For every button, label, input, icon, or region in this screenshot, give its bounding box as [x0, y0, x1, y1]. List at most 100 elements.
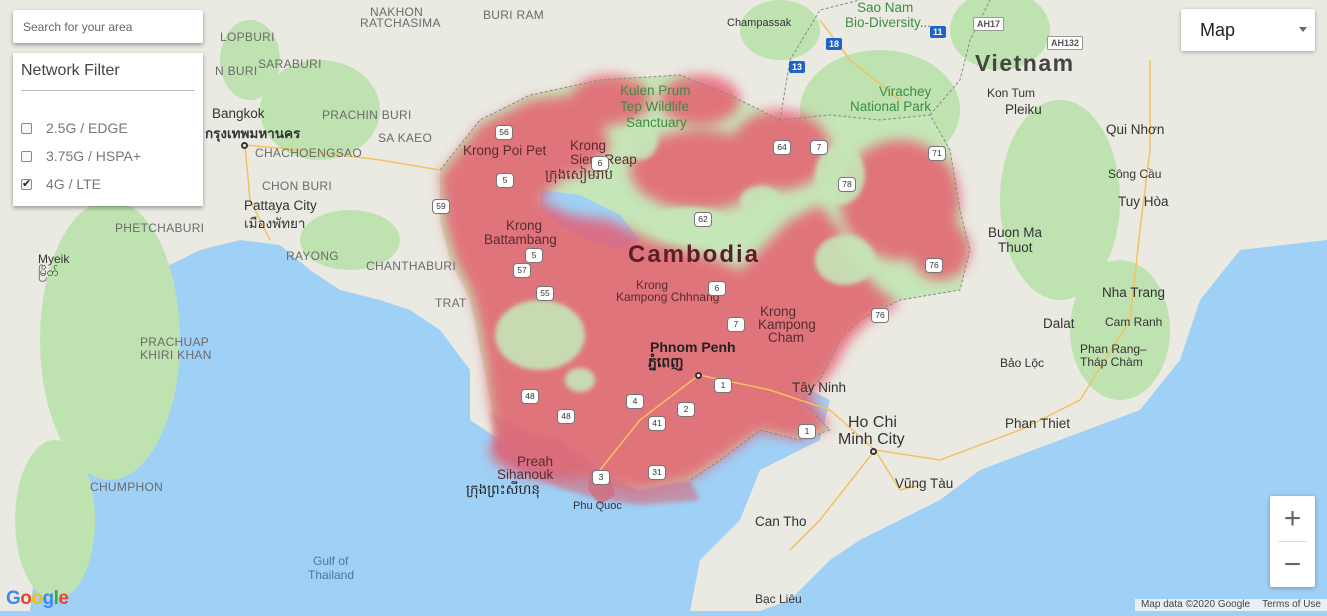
map-data-text: Map data ©2020 Google [1140, 599, 1251, 610]
label-nakhon: NAKHON [370, 5, 424, 19]
label-preah: Preah [517, 454, 554, 469]
zoom-control: + − [1270, 496, 1315, 587]
label-xe-pian-a: Sao Nam [857, 0, 914, 15]
label-pattaya: Pattaya City [244, 198, 317, 213]
label-pleiku: Pleiku [1005, 102, 1042, 117]
label-chumphon: CHUMPHON [90, 480, 164, 494]
road-shield: 48 [521, 389, 539, 404]
label-champassak: Champassak [727, 17, 792, 29]
label-kulen-a: Kulen Prum [620, 83, 691, 98]
label-buon-ma: Buon Ma [988, 225, 1043, 240]
filter-option-4g[interactable]: ✔ 4G / LTE [21, 174, 101, 194]
label-battambang: Battambang [484, 232, 557, 247]
checkbox-4g[interactable]: ✔ [21, 177, 32, 190]
zoom-out-button[interactable]: − [1283, 548, 1302, 581]
road-shield: AH17 [973, 17, 1005, 31]
label-virachey-b: National Park [850, 99, 932, 114]
road-shield: 3 [592, 470, 610, 485]
road-shield: 57 [513, 263, 531, 278]
label-can-tho: Can Tho [755, 514, 807, 529]
road-shield: 6 [708, 281, 726, 296]
label-myeik: Myeik [38, 252, 70, 266]
zoom-in-button[interactable]: + [1283, 502, 1302, 535]
label-kon-tum: Kon Tum [987, 86, 1036, 100]
road-shield: 1 [798, 424, 816, 439]
label-lopburi: LOPBURI [220, 30, 275, 44]
phnom-penh-marker [695, 372, 702, 379]
label-buri-ram: BURI RAM [483, 8, 545, 22]
road-shield: 7 [727, 317, 745, 332]
label-krong-batt: Krong [506, 218, 543, 233]
road-shield: 55 [536, 286, 554, 301]
chevron-down-icon [1299, 27, 1307, 32]
label-kampong-chhnang: Kampong Chhnang [616, 290, 720, 304]
label-n-buri: N BURI [215, 64, 258, 78]
label-krong-kch: Krong [636, 278, 669, 292]
label-cham: Cham [768, 330, 805, 345]
checkbox-3-75g[interactable] [21, 150, 32, 162]
label-rayong: RAYONG [286, 249, 339, 263]
label-kulen-c: Sanctuary [626, 115, 687, 130]
network-filter-panel: Network Filter 2.5G / EDGE 3.75G / HSPA+… [13, 53, 203, 206]
major-roads [244, 19, 1151, 551]
road-shield: 62 [694, 212, 712, 227]
label-nha-trang: Nha Trang [1102, 285, 1166, 300]
label-phan-rang: Phan Rang– [1080, 342, 1147, 356]
google-logo[interactable]: Google [6, 588, 69, 609]
filter-label-3-75g: 3.75G / HSPA+ [46, 148, 142, 164]
terms-link[interactable]: Terms of Use [1262, 599, 1321, 610]
road-shield: 5 [496, 173, 514, 188]
road-shield: 56 [495, 125, 513, 140]
label-bangkok: Bangkok [212, 106, 265, 121]
road-shield: 11 [930, 26, 946, 38]
road-shield: 48 [557, 409, 575, 424]
label-thap-cham: Tháp Chàm [1080, 355, 1143, 369]
road-shield: 13 [789, 61, 806, 73]
label-krong-kc: Krong [760, 304, 797, 319]
road-shield: 1 [714, 378, 732, 393]
label-prachuap: PRACHUAP [140, 335, 210, 349]
label-krong-siem: Krong [570, 138, 607, 153]
label-chanthaburi: CHANTHABURI [366, 259, 456, 273]
label-cambodia: Cambodia [628, 241, 761, 268]
road-shield: 31 [648, 465, 666, 480]
label-khiri-khan: KHIRI KHAN [140, 348, 212, 362]
filter-option-3-75g[interactable]: 3.75G / HSPA+ [21, 146, 141, 166]
label-vietnam: Vietnam [975, 50, 1075, 76]
road-shield: 41 [648, 416, 666, 431]
road-shield: 7 [810, 140, 828, 155]
label-pattaya-th: เมืองพัทยา [244, 216, 306, 231]
label-saraburi: SARABURI [258, 57, 322, 71]
label-xe-pian-b: Bio-Diversity... [845, 15, 932, 30]
label-dalat: Dalat [1043, 316, 1075, 331]
bangkok-marker [241, 142, 248, 149]
search-input[interactable] [21, 19, 195, 35]
label-sihanouk-kh: ក្រុងព្រះសីហនុ [466, 482, 540, 497]
checkbox-2-5g[interactable] [21, 122, 32, 134]
map-type-select[interactable]: Map [1181, 9, 1315, 51]
network-filter-title: Network Filter [21, 62, 120, 79]
label-phnom-penh-kh: ភ្នំពេញ [648, 354, 684, 370]
label-tuy-hoa: Tuy Hòa [1118, 194, 1169, 209]
road-shield: 6 [591, 156, 609, 171]
label-prachin-buri: PRACHIN BURI [322, 108, 412, 122]
label-trat: TRAT [435, 296, 467, 310]
road-shield: 71 [928, 146, 946, 161]
road-shield: 76 [871, 308, 889, 323]
road-shield: 4 [626, 394, 644, 409]
label-ho-chi: Ho Chi [848, 414, 897, 431]
label-thuot: Thuot [998, 240, 1033, 255]
label-kulen-b: Tep Wildlife [620, 99, 690, 114]
road-shield: AH132 [1047, 36, 1084, 50]
label-virachey-a: Virachey [879, 84, 932, 99]
label-kampong-cham: Kampong [758, 317, 816, 332]
search-box[interactable] [13, 10, 203, 43]
map-attribution: Map data ©2020 Google Terms of Use [1134, 599, 1327, 611]
label-gulf-b: Thailand [308, 568, 355, 582]
label-cam-ranh: Cam Ranh [1105, 315, 1163, 329]
label-ratchasima: RATCHASIMA [360, 16, 441, 30]
divider [1278, 541, 1307, 542]
divider [21, 90, 195, 91]
filter-option-2-5g[interactable]: 2.5G / EDGE [21, 118, 128, 138]
